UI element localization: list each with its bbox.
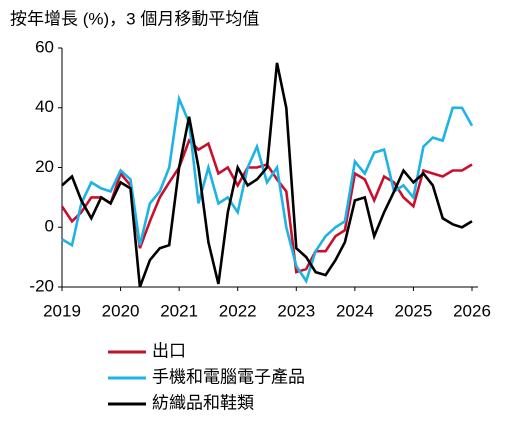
y-tick-label: 0 (45, 217, 54, 236)
series-line (61, 62, 473, 288)
x-tick-label: 2023 (277, 301, 315, 320)
x-tick-label: 2021 (160, 301, 198, 320)
x-tick-label: 2025 (395, 301, 433, 320)
x-tick-label: 2022 (219, 301, 257, 320)
x-tick-label: 2026 (453, 301, 491, 320)
legend-label: 手機和電腦電子產品 (152, 367, 305, 386)
y-tick-label: -20 (29, 276, 54, 295)
x-tick-label: 2024 (336, 301, 374, 320)
x-tick-label: 2019 (43, 301, 81, 320)
y-tick-label: 20 (35, 157, 54, 176)
x-tick-label: 2020 (102, 301, 140, 320)
y-tick-label: 60 (35, 37, 54, 56)
series-line (61, 93, 474, 284)
legend-label: 出口 (152, 341, 186, 360)
legend-label: 紡織品和鞋類 (152, 393, 254, 412)
y-tick-label: 40 (35, 97, 54, 116)
chart-title: 按年增長 (%)，3 個月移動平均值 (10, 9, 259, 28)
